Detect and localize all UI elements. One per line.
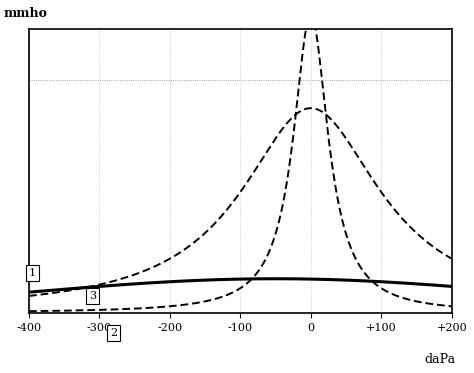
Text: 1: 1 xyxy=(29,268,36,278)
Text: mmho: mmho xyxy=(4,7,47,20)
Text: daPa: daPa xyxy=(425,352,456,366)
Text: 2: 2 xyxy=(110,328,117,338)
Text: 3: 3 xyxy=(89,291,96,301)
